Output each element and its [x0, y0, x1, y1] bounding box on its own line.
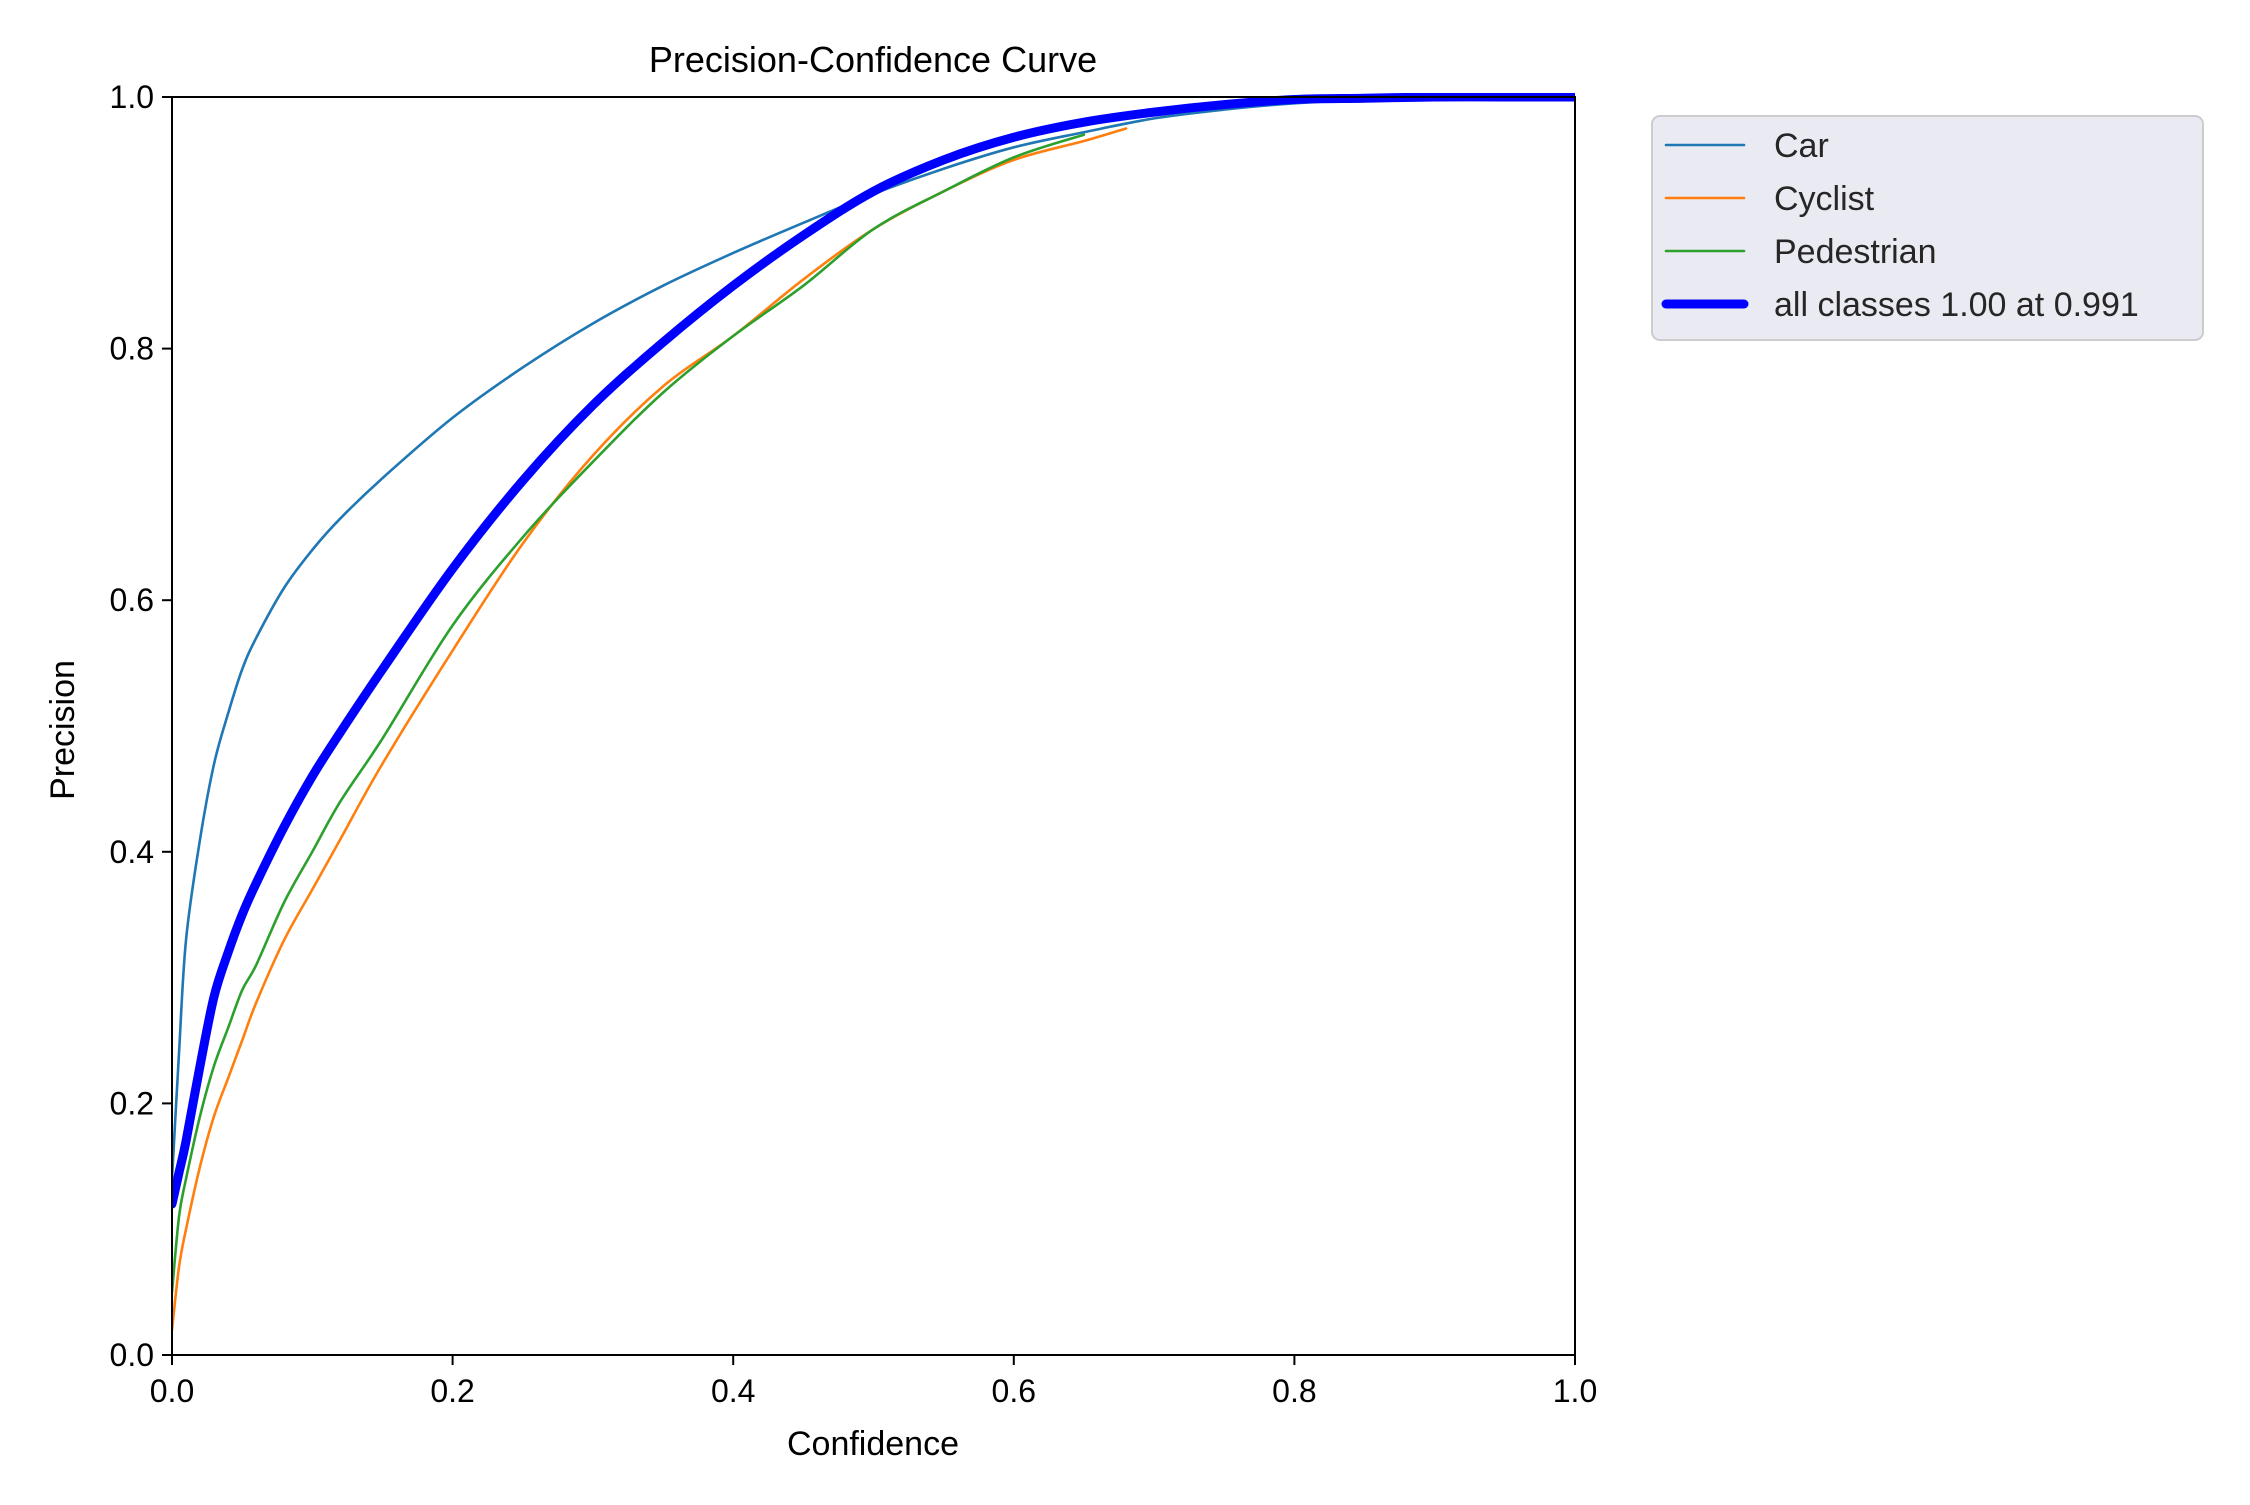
x-tick-label: 0.6 — [992, 1373, 1036, 1409]
plot-area: 0.0 0.2 0.4 0.6 0.8 1.0 0.0 0.2 0.4 0.6 0.8 1.0 — [110, 79, 1598, 1409]
y-tick-label: 1.0 — [110, 79, 154, 115]
x-axis-label: Confidence — [787, 1425, 959, 1463]
legend-label-all: all classes 1.00 at 0.991 — [1774, 286, 2139, 324]
x-tick-label: 0.4 — [711, 1373, 755, 1409]
y-tick-label: 0.8 — [110, 331, 154, 367]
legend-label-cyclist: Cyclist — [1774, 180, 1875, 218]
series-line-car — [172, 95, 1575, 1181]
x-tick-label: 0.8 — [1272, 1373, 1316, 1409]
x-tick-label: 0.2 — [430, 1373, 474, 1409]
y-tick-label: 0.4 — [110, 834, 154, 870]
legend-box — [1651, 115, 2204, 341]
series-lines — [172, 93, 1575, 1332]
y-axis-label: Precision — [44, 660, 82, 800]
x-tick-label: 1.0 — [1553, 1373, 1597, 1409]
legend-label-pedestrian: Pedestrian — [1774, 233, 1937, 271]
y-tick-label: 0.6 — [110, 582, 154, 618]
x-tick-label: 0.0 — [150, 1373, 194, 1409]
series-line-all — [172, 93, 1575, 1209]
chart-title: Precision-Confidence Curve — [649, 39, 1097, 80]
legend: Car Cyclist Pedestrian all classes 1.00 at … — [1651, 115, 2204, 341]
y-tick-label: 0.0 — [110, 1337, 154, 1373]
y-tick-label: 0.2 — [110, 1085, 154, 1121]
axes-frame — [171, 96, 1576, 1356]
legend-label-car: Car — [1774, 127, 1829, 165]
series-line-pedestrian — [172, 133, 1086, 1294]
